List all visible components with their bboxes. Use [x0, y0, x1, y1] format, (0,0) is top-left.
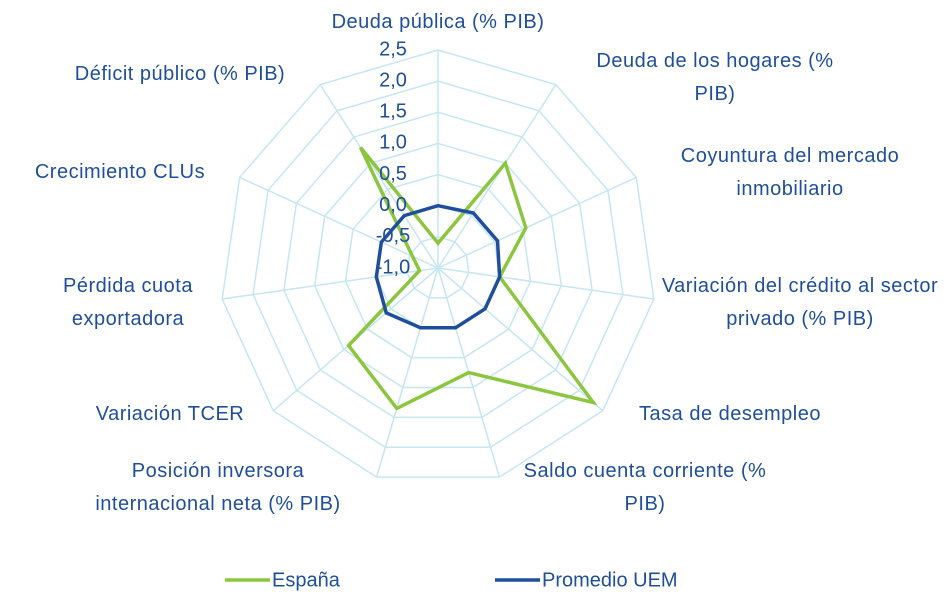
spoke: [239, 176, 439, 269]
tick-label: -0,5: [376, 225, 410, 247]
tick-label: 0,5: [379, 163, 407, 185]
axis-label: Crecimiento CLUs: [34, 161, 206, 183]
spoke: [437, 267, 604, 412]
tick-label: 1,0: [379, 132, 407, 154]
grid-ring: [344, 173, 532, 359]
series-line: [374, 203, 502, 330]
legend-label: Promedio UEM: [542, 569, 678, 591]
axis-label: Variación TCER: [95, 403, 245, 425]
spoke: [222, 267, 439, 300]
tick-label: 0,0: [379, 194, 407, 216]
grid-ring: [252, 80, 624, 449]
tick-label: 1,5: [379, 101, 407, 123]
axis-label: Deuda de los hogares (% PIB): [596, 50, 834, 105]
tick-label: 2,5: [379, 38, 407, 60]
axis-label: Posición inversora internacional neta (%…: [95, 460, 341, 515]
axis-label: Pérdida cuota exportadora: [63, 275, 193, 330]
spoke: [319, 84, 439, 269]
axis-label: Saldo cuenta corriente (% PIB): [523, 460, 767, 515]
spoke: [375, 267, 439, 478]
spoke: [437, 84, 557, 269]
grid-ring: [221, 49, 655, 478]
spoke: [437, 267, 654, 300]
axis-label: Tasa de desempleo: [639, 403, 821, 425]
tick-label: -1,0: [376, 256, 410, 278]
axis-label: Déficit público (% PIB): [74, 63, 286, 85]
legend-label: España: [272, 569, 341, 591]
spoke: [437, 176, 637, 269]
tick-label: 2,0: [379, 69, 407, 91]
axis-label: Variación del crédito al sector privado …: [661, 275, 939, 330]
axis-label: Deuda pública (% PIB): [331, 11, 545, 33]
axis-label: Coyuntura del mercado inmobiliario: [680, 145, 900, 200]
grid-ring: [283, 111, 593, 419]
series-line: [346, 146, 598, 411]
